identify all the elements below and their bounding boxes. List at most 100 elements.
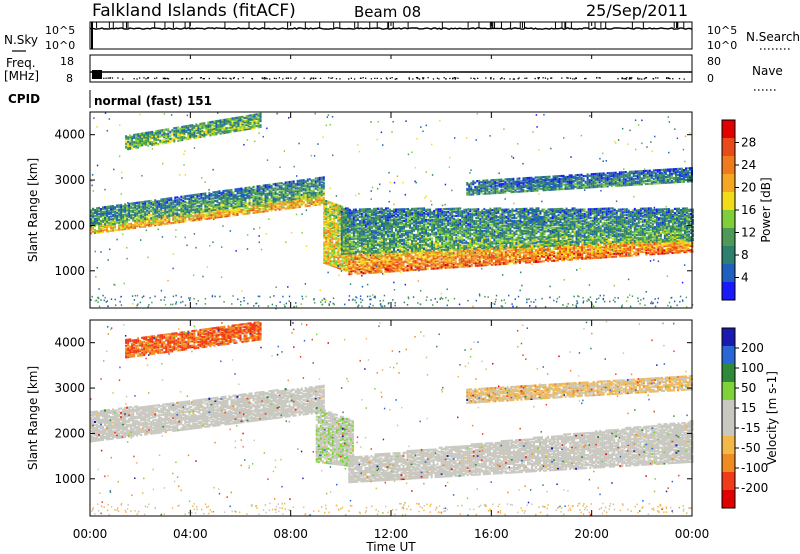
echo-cell — [274, 204, 277, 207]
echo-cell — [166, 197, 169, 200]
echo-cell — [366, 240, 369, 243]
echo-cell — [98, 226, 101, 230]
nave-dot — [445, 78, 447, 80]
echo-cell — [130, 214, 133, 217]
nave-dot — [501, 77, 503, 79]
echo-cell — [100, 219, 103, 222]
echo-cell — [162, 198, 165, 201]
echo-cell — [617, 245, 620, 248]
echo-cell — [210, 211, 213, 214]
echo-cell — [538, 256, 541, 259]
echo-cell — [474, 260, 477, 263]
echo-cell — [272, 207, 275, 210]
echo-cell — [106, 214, 109, 217]
echo-cell — [362, 208, 365, 211]
nave-dot — [547, 78, 549, 80]
echo-cell — [118, 214, 121, 217]
echo-cell — [206, 217, 209, 220]
echo-cell — [128, 218, 131, 221]
echo-cell — [194, 216, 197, 219]
echo-cell — [194, 193, 197, 196]
echo-cell — [260, 204, 263, 208]
echo-cell — [148, 223, 151, 226]
echo-cell — [312, 183, 315, 186]
echo-cell — [98, 224, 101, 227]
echo-cell — [132, 213, 135, 217]
echo-cell — [186, 202, 189, 205]
echo-cell — [198, 200, 201, 203]
echo-cell — [126, 227, 129, 230]
echo-cell — [637, 252, 640, 255]
echo-cell — [286, 192, 289, 196]
nave-dot — [374, 77, 376, 80]
echo-cell — [120, 214, 123, 217]
echo-cell — [200, 203, 203, 206]
echo-cell — [128, 224, 131, 227]
echo-cell — [180, 195, 183, 198]
echo-cell — [370, 225, 373, 228]
echo-cell — [284, 181, 287, 184]
echo-cell — [244, 186, 247, 190]
echo-cell — [240, 187, 243, 190]
echo-cell — [510, 259, 513, 262]
echo-cell — [611, 255, 614, 258]
echo-cell — [258, 209, 261, 212]
echo-cell — [98, 229, 101, 232]
echo-cell — [230, 211, 233, 214]
echo-cell — [106, 225, 109, 229]
echo-cell — [302, 202, 305, 205]
echo-cell — [106, 211, 109, 214]
echo-cell — [376, 210, 379, 213]
echo-cell — [102, 219, 105, 222]
echo-cell — [90, 229, 92, 232]
echo-cell — [448, 264, 451, 268]
echo-cell — [484, 261, 487, 264]
echo-cell — [300, 198, 303, 201]
echo-cell — [581, 253, 584, 256]
echo-cell — [188, 215, 191, 218]
echo-cell — [154, 224, 157, 227]
beam-label: Beam 08 — [354, 3, 421, 21]
echo-cell — [394, 258, 397, 261]
echo-cell — [226, 189, 229, 192]
echo-cell — [350, 265, 353, 268]
echo-cell — [94, 223, 97, 226]
nave-dot — [432, 78, 435, 80]
echo-cell — [162, 209, 165, 212]
echo-cell — [176, 206, 179, 209]
echo-cell — [108, 215, 111, 218]
echo-cell — [366, 261, 369, 264]
echo-cell — [314, 180, 317, 183]
echo-cell — [94, 211, 97, 215]
nave-dot — [191, 77, 193, 79]
echo-cell — [96, 214, 99, 217]
nave-dot — [331, 77, 334, 79]
echo-cell — [320, 198, 323, 201]
echo-cell — [228, 214, 231, 217]
echo-cell — [104, 224, 107, 227]
echo-cell — [130, 227, 133, 230]
echo-cell — [312, 195, 315, 198]
echo-cell — [456, 263, 459, 266]
echo-cell — [202, 197, 205, 200]
echo-cell — [333, 202, 336, 206]
echo-cell — [296, 204, 299, 207]
echo-cell — [254, 211, 257, 214]
echo-cell — [308, 200, 311, 203]
nave-dot — [416, 77, 419, 79]
echo-cell — [244, 206, 247, 210]
echo-cell — [553, 259, 556, 262]
echo-cell — [418, 258, 421, 261]
echo-cell — [200, 212, 203, 215]
echo-cell — [573, 256, 576, 259]
echo-cell — [168, 197, 171, 200]
nave-dot — [208, 77, 210, 80]
echo-cell — [482, 259, 485, 263]
nave-dot — [438, 78, 440, 80]
echo-cell — [234, 213, 237, 217]
echo-cell — [120, 228, 123, 231]
echo-cell — [104, 223, 107, 226]
nave-dot — [185, 78, 188, 80]
echo-cell — [258, 205, 261, 208]
echo-cell — [238, 195, 241, 198]
